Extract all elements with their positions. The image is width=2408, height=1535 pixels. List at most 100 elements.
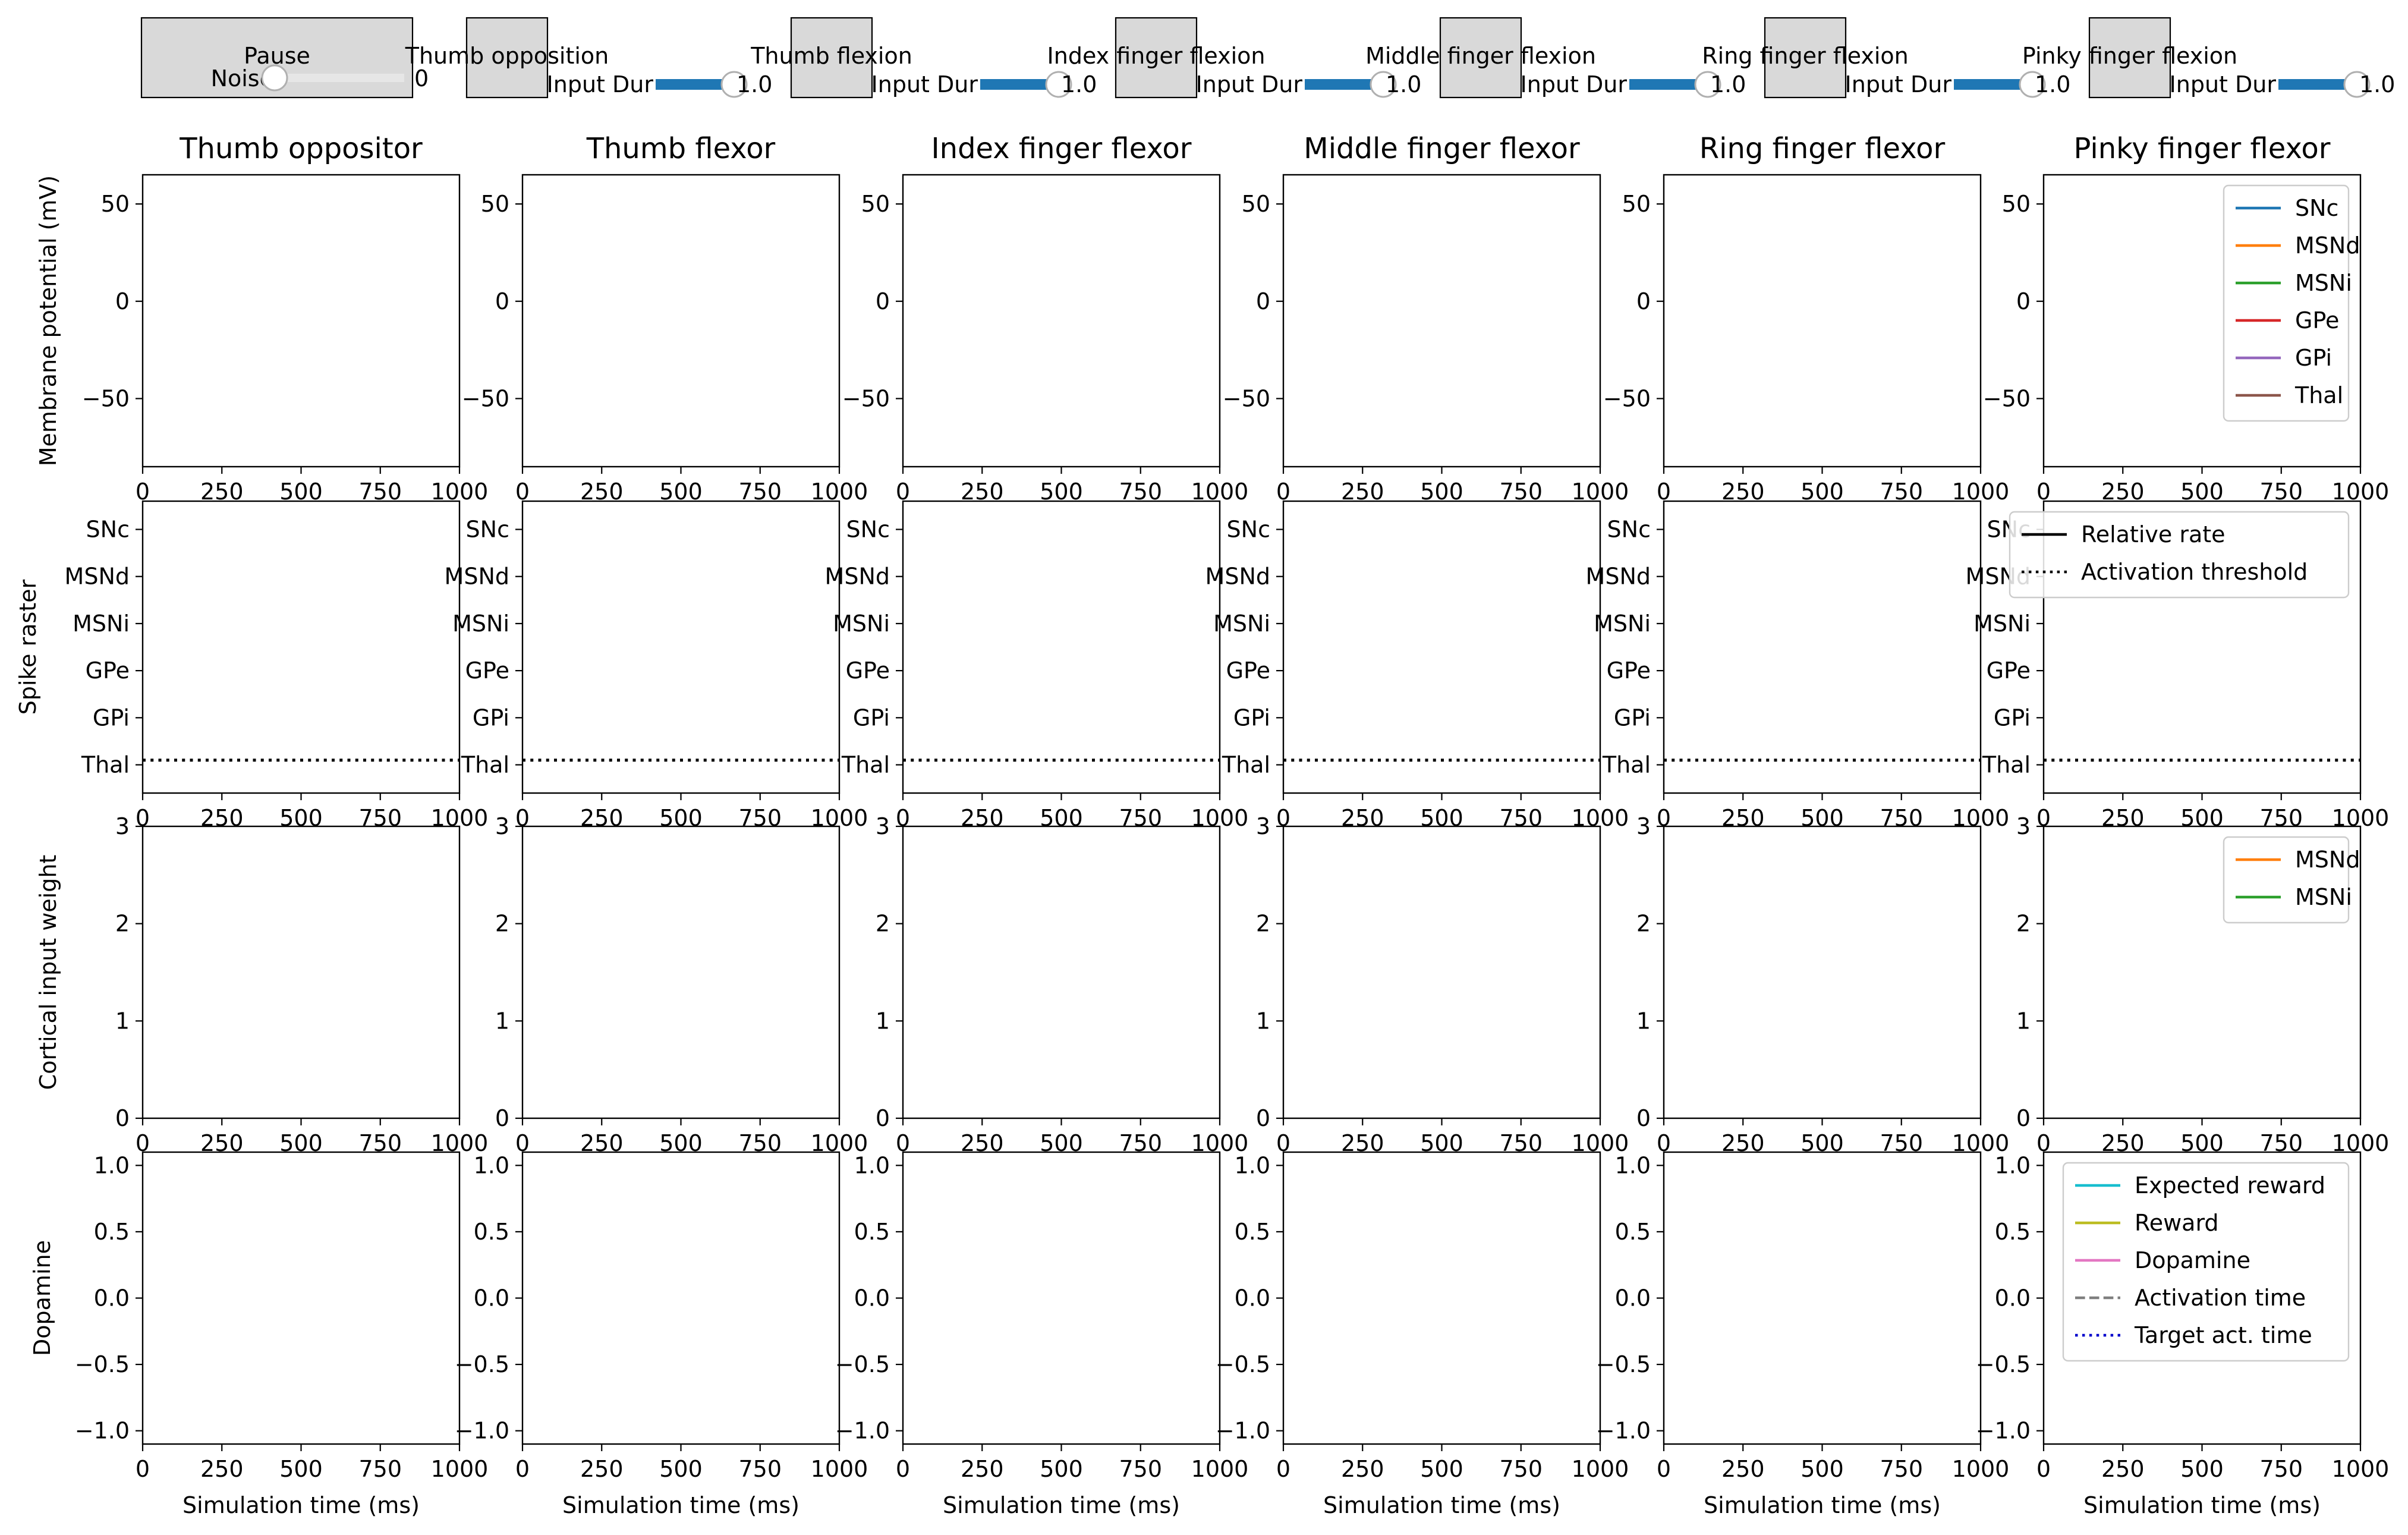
x-tick-label: 0 xyxy=(136,1456,150,1482)
y-tick-label: 3 xyxy=(1636,813,1651,839)
axes-frame xyxy=(141,174,461,468)
movement-button-5[interactable]: Ring finger flexion xyxy=(1702,17,1909,99)
legend-entry: Activation time xyxy=(2075,1285,2306,1311)
input-duration-handle[interactable] xyxy=(2019,71,2046,98)
movement-button-face[interactable] xyxy=(2088,17,2171,99)
legend-box xyxy=(2009,511,2350,599)
y-tick-label: GPe xyxy=(465,658,509,684)
x-tick-label: 500 xyxy=(659,1456,703,1482)
input-duration-handle[interactable] xyxy=(1045,71,1072,98)
y-tick-label: MSNi xyxy=(833,611,890,637)
row-ylabel: Dopamine xyxy=(29,1240,55,1356)
legend-entry: Target act. time xyxy=(2075,1322,2312,1348)
x-tick-label: 500 xyxy=(279,805,323,831)
input-duration-slider-3[interactable]: Input Dur 1.0 xyxy=(1196,71,1422,98)
x-axis-label: Simulation time (ms) xyxy=(1323,1492,1560,1518)
y-tick-label: MSNi xyxy=(1213,611,1270,637)
movement-button-face[interactable] xyxy=(1115,17,1198,99)
input-duration-handle[interactable] xyxy=(720,71,748,98)
y-tick-label: 2 xyxy=(2016,911,2031,937)
input-duration-slider-5[interactable]: Input Dur 1.0 xyxy=(1845,71,2071,98)
axes-dopamine-2: 0 250 500 750 1000 1.0 0.5 0.0 −0.5 −1.0 Simulatio… xyxy=(455,1151,868,1518)
y-tick-label: MSNi xyxy=(73,611,130,637)
x-tick-label: 500 xyxy=(1040,1456,1083,1482)
input-duration-slider-6[interactable]: Input Dur 1.0 xyxy=(2170,71,2396,98)
movement-button-label: Thumb opposition xyxy=(405,43,609,69)
x-tick-label: 1000 xyxy=(2332,479,2390,505)
movement-button-face[interactable] xyxy=(465,17,549,99)
x-axis-label: Simulation time (ms) xyxy=(943,1492,1180,1518)
pause-button-label: Pause xyxy=(244,43,310,69)
y-tick-label: GPe xyxy=(86,658,130,684)
movement-button-face[interactable] xyxy=(1439,17,1522,99)
input-duration-fill[interactable] xyxy=(2278,79,2357,90)
y-tick-label: 3 xyxy=(1256,813,1270,839)
movement-button-face[interactable] xyxy=(790,17,873,99)
input-duration-handle[interactable] xyxy=(1370,71,1397,98)
y-tick-label: 1.0 xyxy=(1615,1152,1651,1178)
x-tick-label: 0 xyxy=(1657,479,1671,505)
y-tick-label: 0 xyxy=(1636,1105,1651,1131)
x-tick-label: 750 xyxy=(1880,479,1923,505)
row-ylabel: Membrane potential (mV) xyxy=(35,175,61,467)
input-duration-fill[interactable] xyxy=(1305,79,1383,90)
legend-label: Expected reward xyxy=(2135,1172,2325,1199)
x-tick-label: 250 xyxy=(580,479,624,505)
movement-button-6[interactable]: Pinky finger flexion xyxy=(2022,17,2237,99)
x-tick-label: 750 xyxy=(358,805,402,831)
input-duration-fill[interactable] xyxy=(1629,79,1708,90)
axes-frame xyxy=(1282,1151,1601,1445)
y-tick-label: SNc xyxy=(86,517,130,543)
input-duration-handle[interactable] xyxy=(2343,71,2371,98)
y-tick-label: 0.5 xyxy=(1995,1219,2031,1245)
input-duration-value: 1.0 xyxy=(2035,71,2070,97)
legend-label: Thal xyxy=(2294,382,2343,408)
x-tick-label: 500 xyxy=(1801,805,1844,831)
y-tick-label: 0.0 xyxy=(474,1285,509,1311)
x-tick-label: 250 xyxy=(580,1456,624,1482)
input-duration-fill[interactable] xyxy=(1954,79,2032,90)
x-tick-label: 0 xyxy=(515,479,530,505)
y-tick-label: 3 xyxy=(115,813,130,839)
y-tick-label: 2 xyxy=(115,911,130,937)
x-tick-label: 250 xyxy=(200,1456,244,1482)
noise-slider-track[interactable] xyxy=(275,74,404,82)
movement-button-face[interactable] xyxy=(1764,17,1847,99)
movement-button-1[interactable]: Thumb opposition xyxy=(405,17,609,99)
y-tick-label: 1 xyxy=(115,1008,130,1034)
x-tick-label: 0 xyxy=(1276,1456,1290,1482)
y-tick-label: −0.5 xyxy=(1976,1351,2031,1377)
x-tick-label: 250 xyxy=(2101,805,2145,831)
column-title: Middle finger flexor xyxy=(1304,132,1580,165)
legend-label: Relative rate xyxy=(2081,521,2226,548)
movement-button-3[interactable]: Index finger flexion xyxy=(1047,17,1266,99)
movement-button-4[interactable]: Middle finger flexion xyxy=(1365,17,1596,99)
input-duration-value: 1.0 xyxy=(736,71,772,97)
input-duration-fill[interactable] xyxy=(980,79,1059,90)
input-duration-slider-4[interactable]: Input Dur 1.0 xyxy=(1521,71,1746,98)
legend-label: GPe xyxy=(2295,307,2339,334)
input-duration-slider-1[interactable]: Input Dur 1.0 xyxy=(547,71,773,98)
input-duration-fill[interactable] xyxy=(656,79,734,90)
noise-slider[interactable]: Noise 0 xyxy=(211,64,429,92)
input-duration-slider-2[interactable]: Input Dur 1.0 xyxy=(871,71,1097,98)
legend-dopamine: Expected reward Reward Dopamine Activation … xyxy=(2062,1162,2350,1362)
input-duration-value: 1.0 xyxy=(1386,71,1421,97)
y-tick-label: 50 xyxy=(101,191,130,217)
y-tick-label: Thal xyxy=(461,751,509,778)
movement-button-2[interactable]: Thumb flexion xyxy=(750,17,912,99)
y-tick-label: 2 xyxy=(1636,911,1651,937)
x-tick-label: 250 xyxy=(1721,1456,1765,1482)
input-duration-handle[interactable] xyxy=(1694,71,1721,98)
noise-slider-handle[interactable] xyxy=(261,64,288,92)
y-tick-label: 50 xyxy=(2002,191,2031,217)
y-tick-label: 3 xyxy=(876,813,890,839)
input-duration-label: Input Dur xyxy=(1521,71,1628,97)
